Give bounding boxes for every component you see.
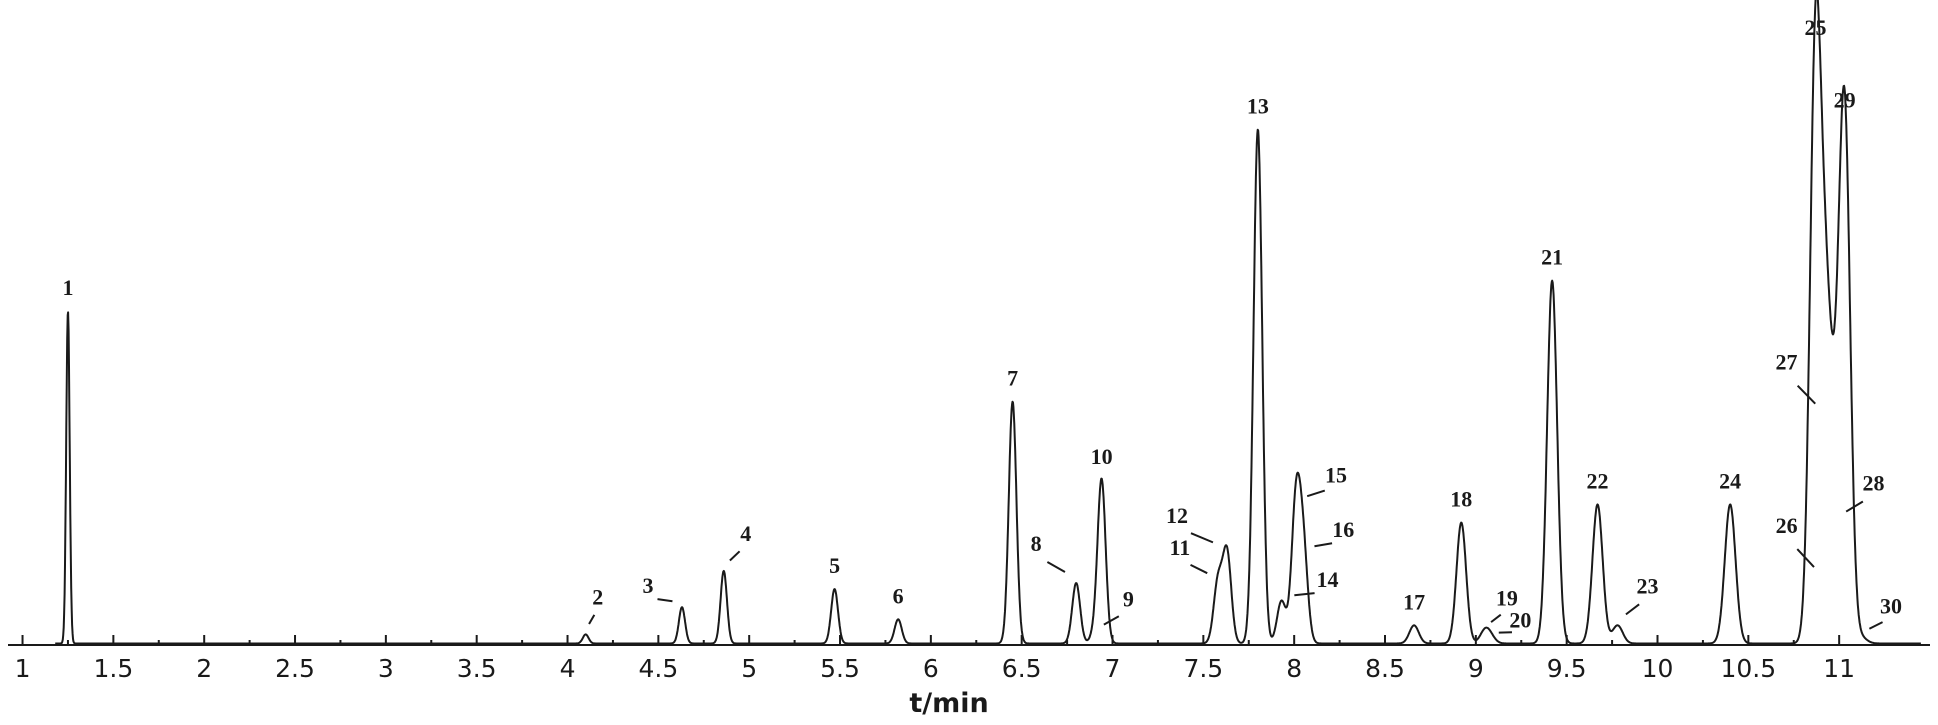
peak-leader-line — [1190, 563, 1208, 575]
x-tick-label: 5 — [741, 654, 757, 683]
x-tick-label: 2 — [196, 654, 212, 683]
peak-label: 14 — [1316, 567, 1338, 592]
chromatogram-trace-group — [54, 0, 1922, 645]
peak-label: 9 — [1123, 586, 1134, 611]
peak-leader-line — [1868, 621, 1884, 630]
peak-leader-line — [1490, 613, 1502, 623]
peak-label: 21 — [1541, 245, 1563, 270]
peak-leader-line — [657, 598, 673, 603]
peak-label: 5 — [829, 553, 840, 578]
peak-leader-line — [1103, 615, 1120, 626]
x-tick-label: 7.5 — [1183, 654, 1223, 683]
x-tick-label: 9 — [1468, 654, 1484, 683]
x-tick-label: 8 — [1286, 654, 1302, 683]
x-axis-ticks: 1 1.5 2 2.5 3 3.5 4 4.5 5 5.5 6 6.5 7 7.5 8 8.5 9 9.5 10 10… — [15, 635, 1855, 683]
peak-leader-line — [588, 614, 596, 625]
peak-label: 12 — [1166, 503, 1188, 528]
x-tick-label: 8.5 — [1365, 654, 1405, 683]
peak-label: 20 — [1509, 607, 1531, 632]
peak-leader-line — [1845, 500, 1864, 513]
peak-label: 17 — [1403, 589, 1425, 614]
x-tick-label: 11 — [1823, 654, 1855, 683]
x-tick-label: 1.5 — [93, 654, 133, 683]
peak-label: 4 — [740, 521, 751, 546]
x-tick-label: 5.5 — [820, 654, 860, 683]
peak-label: 29 — [1834, 87, 1856, 112]
peak-label: 18 — [1450, 487, 1472, 512]
x-tick-label: 10.5 — [1721, 654, 1777, 683]
peak-label: 2 — [592, 584, 603, 609]
peak-label: 10 — [1091, 444, 1113, 469]
peak-leader-line — [1625, 603, 1640, 616]
x-tick-label: 3.5 — [457, 654, 497, 683]
peak-leader-line — [1796, 385, 1816, 405]
peak-label: 28 — [1863, 471, 1885, 496]
peak-label: 3 — [642, 573, 653, 598]
peak-label: 25 — [1805, 15, 1827, 40]
x-tick-label: 2.5 — [275, 654, 315, 683]
x-tick-label: 4.5 — [638, 654, 678, 683]
peak-label: 15 — [1325, 462, 1347, 487]
x-tick-label: 10 — [1642, 654, 1674, 683]
peak-label: 27 — [1775, 350, 1797, 375]
x-tick-label: 6.5 — [1002, 654, 1042, 683]
peak-leader-line — [1796, 548, 1815, 568]
peak-label: 1 — [62, 275, 73, 300]
x-tick-label: 4 — [560, 654, 576, 683]
peak-leader-line — [1294, 592, 1315, 597]
peak-label: 30 — [1880, 593, 1902, 618]
peak-label: 16 — [1332, 517, 1354, 542]
x-tick-label: 6 — [923, 654, 939, 683]
peak-label: 19 — [1496, 585, 1518, 610]
peak-label: 13 — [1247, 93, 1269, 118]
peak-label: 23 — [1637, 573, 1659, 598]
peak-label: 22 — [1587, 468, 1609, 493]
chromatogram-trace — [54, 0, 1922, 645]
x-tick-label: 1 — [15, 654, 31, 683]
peak-labels: 12 34567891011121314151617181920212223242… — [62, 15, 1902, 634]
peak-label: 24 — [1719, 468, 1741, 493]
peak-leader-line — [1314, 542, 1333, 548]
x-tick-label: 9.5 — [1547, 654, 1587, 683]
peak-label: 8 — [1031, 531, 1042, 556]
x-tick-label: 7 — [1105, 654, 1121, 683]
peak-label: 11 — [1169, 535, 1190, 560]
x-tick-label: 3 — [378, 654, 394, 683]
peak-leader-line — [1046, 561, 1066, 573]
peak-leader-line — [1306, 489, 1326, 498]
peak-label: 7 — [1007, 366, 1018, 391]
peak-leader-line — [1190, 532, 1214, 544]
x-axis-title: t/min — [909, 688, 988, 719]
peak-label: 6 — [893, 583, 904, 608]
peak-label: 26 — [1776, 513, 1798, 538]
peak-leader-line — [729, 550, 741, 562]
